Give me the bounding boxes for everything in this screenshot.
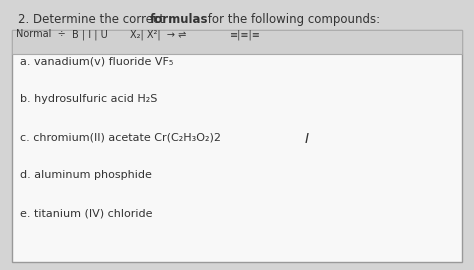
Text: a. vanadium(ⅴ) fluoride VF₅: a. vanadium(ⅴ) fluoride VF₅	[20, 56, 173, 66]
Text: X₂| X²|  → ⇌: X₂| X²| → ⇌	[130, 29, 186, 39]
Text: for the following compounds:: for the following compounds:	[204, 13, 380, 26]
FancyBboxPatch shape	[0, 0, 474, 28]
Text: e. titanium (IV) chloride: e. titanium (IV) chloride	[20, 208, 153, 218]
Text: d. aluminum phosphide: d. aluminum phosphide	[20, 170, 152, 180]
Text: 2. Determine the correct: 2. Determine the correct	[18, 13, 168, 26]
Text: b. hydrosulfuric acid H₂S: b. hydrosulfuric acid H₂S	[20, 94, 157, 104]
Text: Normal  ÷: Normal ÷	[16, 29, 66, 39]
Text: ≡|≡|≡: ≡|≡|≡	[230, 29, 261, 39]
Text: formulas: formulas	[150, 13, 209, 26]
Text: B | I | U: B | I | U	[72, 29, 108, 39]
Text: c. chromium(II) acetate Cr(C₂H₃O₂)2: c. chromium(II) acetate Cr(C₂H₃O₂)2	[20, 132, 221, 142]
FancyBboxPatch shape	[12, 30, 462, 262]
Text: I: I	[305, 132, 309, 146]
FancyBboxPatch shape	[12, 30, 462, 54]
